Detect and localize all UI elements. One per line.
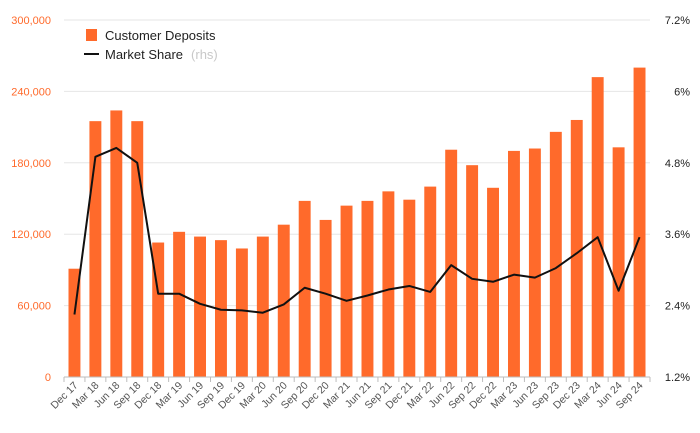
left-axis-tick-labels: 0 60,000 120,000 180,000 240,000 300,000 — [11, 15, 51, 384]
bar-jun-24 — [612, 147, 625, 377]
bar-sep-22 — [466, 165, 479, 377]
legend-swatch-deposits — [86, 29, 97, 41]
bar-sep-23 — [549, 131, 562, 377]
bar-dec-21 — [403, 199, 416, 377]
bar-mar-20 — [256, 236, 269, 377]
left-tick-label: 180,000 — [11, 158, 51, 170]
bar-dec-20 — [319, 219, 332, 377]
market-share-line — [73, 146, 641, 315]
right-tick-label: 1.2% — [665, 372, 690, 384]
bar-dec-17 — [68, 268, 81, 377]
bar-mar-23 — [507, 150, 520, 377]
left-tick-label: 0 — [45, 372, 51, 384]
legend-label-share-note: (rhs) — [191, 47, 218, 62]
bar-sep-21 — [382, 191, 395, 377]
left-tick-label: 300,000 — [11, 15, 51, 27]
legend-label-share-group: Market Share (rhs) — [105, 46, 218, 63]
bar-dec-23 — [570, 119, 583, 378]
left-tick-label: 240,000 — [11, 86, 51, 98]
axes — [63, 376, 651, 382]
legend: Customer Deposits Market Share (rhs) — [84, 28, 218, 63]
bar-jun-19 — [194, 236, 207, 377]
bar-jun-18 — [110, 110, 123, 377]
right-tick-label: 2.4% — [665, 301, 690, 313]
bar-sep-18 — [131, 121, 144, 378]
bar-sep-19 — [214, 240, 227, 377]
bar-mar-21 — [340, 205, 353, 377]
right-tick-label: 6% — [674, 86, 690, 98]
bar-dec-19 — [235, 248, 248, 377]
bar-jun-20 — [277, 224, 290, 377]
right-tick-label: 3.6% — [665, 229, 690, 241]
bar-mar-18 — [89, 121, 102, 378]
left-tick-label: 60,000 — [17, 301, 51, 313]
bar-jun-21 — [361, 200, 374, 377]
bar-dec-18 — [152, 242, 165, 377]
bar-jun-23 — [528, 148, 541, 377]
bar-mar-22 — [424, 186, 437, 377]
right-axis-tick-labels: 1.2% 2.4% 3.6% 4.8% 6% 7.2% — [665, 15, 690, 384]
bar-mar-19 — [173, 231, 186, 377]
bar-sep-24 — [633, 67, 646, 377]
legend-label-share: Market Share — [105, 47, 183, 62]
bar-mar-24 — [591, 77, 604, 378]
deposit-bars — [68, 67, 646, 378]
right-tick-label: 7.2% — [665, 15, 690, 27]
market-share-line-group — [73, 146, 641, 315]
right-tick-label: 4.8% — [665, 158, 690, 170]
bar-jun-22 — [445, 149, 458, 377]
legend-label-deposits: Customer Deposits — [105, 28, 216, 43]
left-tick-label: 120,000 — [11, 229, 51, 241]
